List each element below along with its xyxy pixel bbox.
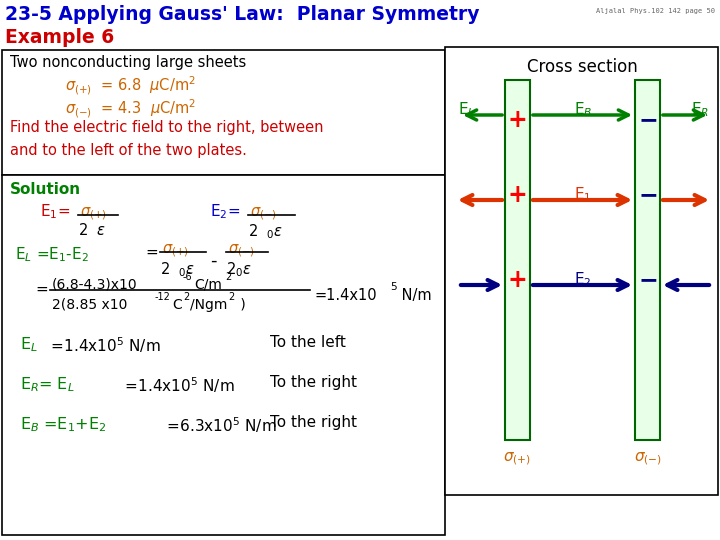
Text: E$_1$: E$_1$ [575,185,592,204]
Text: E$_1$=: E$_1$= [40,202,70,221]
Text: E$_R$: E$_R$ [691,100,709,119]
Text: −: − [638,183,658,207]
Text: 2  $_{0}\varepsilon$: 2 $_{0}\varepsilon$ [248,222,283,241]
Text: 2(8.85 x10: 2(8.85 x10 [52,298,127,312]
Bar [2,50,445,175]
Text: =: = [145,245,158,260]
Text: 2: 2 [225,272,231,282]
Text: +: + [507,108,527,132]
Text: Example 6: Example 6 [5,28,114,47]
Text: 5: 5 [390,282,397,292]
Text: -12: -12 [155,292,171,302]
Text: −: − [638,268,658,292]
Text: $\sigma_{(-)}$: $\sigma_{(-)}$ [228,242,255,259]
Text: E$_B$: E$_B$ [574,100,593,119]
Text: $\sigma_{(-)}$  = 4.3  $\mu$C/m$^2$: $\sigma_{(-)}$ = 4.3 $\mu$C/m$^2$ [65,98,197,120]
Text: 2  $\varepsilon$: 2 $\varepsilon$ [78,222,106,238]
Text: N/m: N/m [397,288,431,303]
Text: E$_2$=: E$_2$= [210,202,240,221]
Text: E$_L$ =E$_1$-E$_2$: E$_L$ =E$_1$-E$_2$ [15,245,89,264]
Text: (6.8-4.3)x10: (6.8-4.3)x10 [52,278,138,292]
Text: Cross section: Cross section [526,58,637,76]
Text: =: = [35,282,48,297]
Text: $\sigma_{(-)}$: $\sigma_{(-)}$ [250,205,277,221]
Text: /Ngm: /Ngm [190,298,228,312]
Text: To the left: To the left [270,335,346,350]
Bar [635,80,660,440]
Text: To the right: To the right [270,375,357,390]
Text: E$_L$: E$_L$ [459,100,475,119]
Text: $\sigma_{(+)}$  = 6.8  $\mu$C/m$^2$: $\sigma_{(+)}$ = 6.8 $\mu$C/m$^2$ [65,75,196,97]
Text: +: + [507,183,527,207]
Text: Two nonconducting large sheets: Two nonconducting large sheets [10,55,246,70]
Text: E$_2$: E$_2$ [575,270,592,289]
Text: E$_B$ =E$_1$+E$_2$: E$_B$ =E$_1$+E$_2$ [20,415,107,434]
Text: -: - [210,252,217,270]
Text: C/m: C/m [194,278,222,292]
Text: =1.4x10: =1.4x10 [315,288,377,303]
Text: $\sigma_{(+)}$: $\sigma_{(+)}$ [80,205,107,221]
Text: =6.3x10$^5$ N/m: =6.3x10$^5$ N/m [162,415,276,435]
Text: Solution: Solution [10,182,81,197]
Text: =1.4x10$^5$ N/m: =1.4x10$^5$ N/m [120,375,235,395]
Text: Aljalal Phys.102 142 page 50: Aljalal Phys.102 142 page 50 [596,8,715,14]
Text: -6: -6 [183,272,193,282]
Text: 2  $_{0}\varepsilon$: 2 $_{0}\varepsilon$ [160,260,195,279]
Bar [505,80,530,440]
Text: 2: 2 [228,292,234,302]
Text: To the right: To the right [270,415,357,430]
Text: $\sigma_{(+)}$: $\sigma_{(+)}$ [503,450,531,467]
Text: =1.4x10$^5$ N/m: =1.4x10$^5$ N/m [46,335,161,355]
Text: E$_R$= E$_L$: E$_R$= E$_L$ [20,375,75,394]
Bar [445,47,718,495]
Text: $\sigma_{(+)}$: $\sigma_{(+)}$ [162,242,189,259]
Text: and to the left of the two plates.: and to the left of the two plates. [10,143,247,158]
Text: E$_L$: E$_L$ [20,335,37,354]
Text: C: C [172,298,181,312]
Text: +: + [507,268,527,292]
Bar [2,175,445,535]
Text: ): ) [236,298,246,312]
Text: −: − [638,108,658,132]
Text: $\sigma_{(-)}$: $\sigma_{(-)}$ [634,450,662,467]
Text: 2$_{0}\varepsilon$: 2$_{0}\varepsilon$ [226,260,252,279]
Text: 2: 2 [183,292,189,302]
Text: 23-5 Applying Gauss' Law:  Planar Symmetry: 23-5 Applying Gauss' Law: Planar Symmetr… [5,5,480,24]
Text: Find the electric field to the right, between: Find the electric field to the right, be… [10,120,323,135]
